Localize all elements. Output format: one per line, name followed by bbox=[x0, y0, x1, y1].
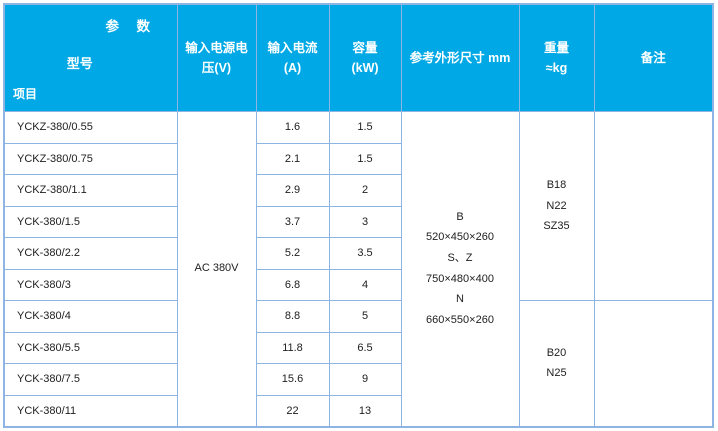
weight-merged-cell-bottom: B20 N25 bbox=[518, 300, 595, 427]
product-spec-table: 参 数 型号 项目 输入电源电 压(V) 输入电流 (A) 容量 (kW) 参考… bbox=[3, 3, 714, 428]
table-row: YCKZ-380/0.55 AC 380V 1.6 1.5 B 520×450×… bbox=[3, 111, 714, 427]
model-cell: YCK-380/4 bbox=[3, 300, 178, 333]
header-row: 参 数 型号 项目 输入电源电 压(V) 输入电流 (A) 容量 (kW) 参考… bbox=[3, 3, 714, 112]
current-cell: 5.2 bbox=[255, 237, 330, 270]
col-header-input-voltage: 输入电源电 压(V) bbox=[176, 3, 257, 112]
corner-label-model: 型号 bbox=[66, 56, 93, 71]
model-cell: YCKZ-380/0.55 bbox=[3, 111, 178, 144]
capacity-cell: 9 bbox=[328, 363, 402, 396]
model-cell: YCK-380/3 bbox=[3, 268, 178, 301]
model-cell: YCK-380/7.5 bbox=[3, 363, 178, 396]
table-row: YCKZ-380/0.75 2.1 1.5 bbox=[3, 142, 713, 175]
col-header-input-current: 输入电流 (A) bbox=[255, 3, 330, 112]
dimensions-merged-cell: B 520×450×260 S、Z 750×480×400 N 660×550×… bbox=[400, 111, 520, 427]
model-cell: YCK-380/11 bbox=[3, 394, 178, 427]
capacity-cell: 13 bbox=[328, 394, 402, 427]
voltage-merged-cell: AC 380V bbox=[176, 111, 257, 427]
capacity-cell: 4 bbox=[328, 268, 402, 301]
capacity-cell: 3.5 bbox=[328, 237, 402, 270]
col-header-capacity: 容量 (kW) bbox=[328, 3, 402, 112]
table-row: YCK-380/2.2 5.2 3.5 bbox=[3, 237, 713, 270]
remark-cell-top bbox=[593, 111, 714, 301]
corner-label-parameters: 参 数 bbox=[105, 19, 152, 34]
table-row: YCK-380/3 6.8 4 bbox=[3, 268, 713, 301]
current-cell: 22 bbox=[255, 394, 330, 427]
current-cell: 3.7 bbox=[255, 205, 330, 238]
capacity-cell: 1.5 bbox=[328, 142, 402, 175]
table-row: YCKZ-380/1.1 2.9 2 bbox=[3, 174, 713, 207]
capacity-cell: 1.5 bbox=[328, 111, 402, 144]
current-cell: 1.6 bbox=[255, 111, 330, 144]
current-cell: 8.8 bbox=[255, 300, 330, 333]
table-row: YCK-380/4 8.8 5 B20 N25 bbox=[3, 300, 714, 427]
table-row: YCK-380/7.5 15.6 9 bbox=[3, 363, 713, 396]
model-cell: YCKZ-380/0.75 bbox=[3, 142, 178, 175]
capacity-cell: 5 bbox=[328, 300, 402, 333]
table-row: YCK-380/5.5 11.8 6.5 bbox=[3, 331, 713, 364]
model-cell: YCK-380/1.5 bbox=[3, 205, 178, 238]
current-cell: 2.1 bbox=[255, 142, 330, 175]
corner-label-item: 项目 bbox=[13, 86, 38, 101]
model-cell: YCK-380/5.5 bbox=[3, 331, 178, 364]
table-row: YCK-380/11 22 13 bbox=[3, 394, 713, 427]
current-cell: 6.8 bbox=[255, 268, 330, 301]
capacity-cell: 3 bbox=[328, 205, 402, 238]
current-cell: 2.9 bbox=[255, 174, 330, 207]
model-cell: YCKZ-380/1.1 bbox=[3, 174, 178, 207]
col-header-weight: 重量 ≈kg bbox=[518, 3, 595, 112]
capacity-cell: 2 bbox=[328, 174, 402, 207]
col-header-remark: 备注 bbox=[593, 3, 714, 112]
current-cell: 15.6 bbox=[255, 363, 330, 396]
capacity-cell: 6.5 bbox=[328, 331, 402, 364]
remark-cell-bottom bbox=[593, 300, 714, 427]
corner-header-cell: 参 数 型号 项目 bbox=[3, 3, 178, 112]
current-cell: 11.8 bbox=[255, 331, 330, 364]
weight-merged-cell-top: B18 N22 SZ35 bbox=[518, 111, 595, 301]
col-header-dimensions: 参考外形尺寸 mm bbox=[400, 3, 520, 112]
model-cell: YCK-380/2.2 bbox=[3, 237, 178, 270]
